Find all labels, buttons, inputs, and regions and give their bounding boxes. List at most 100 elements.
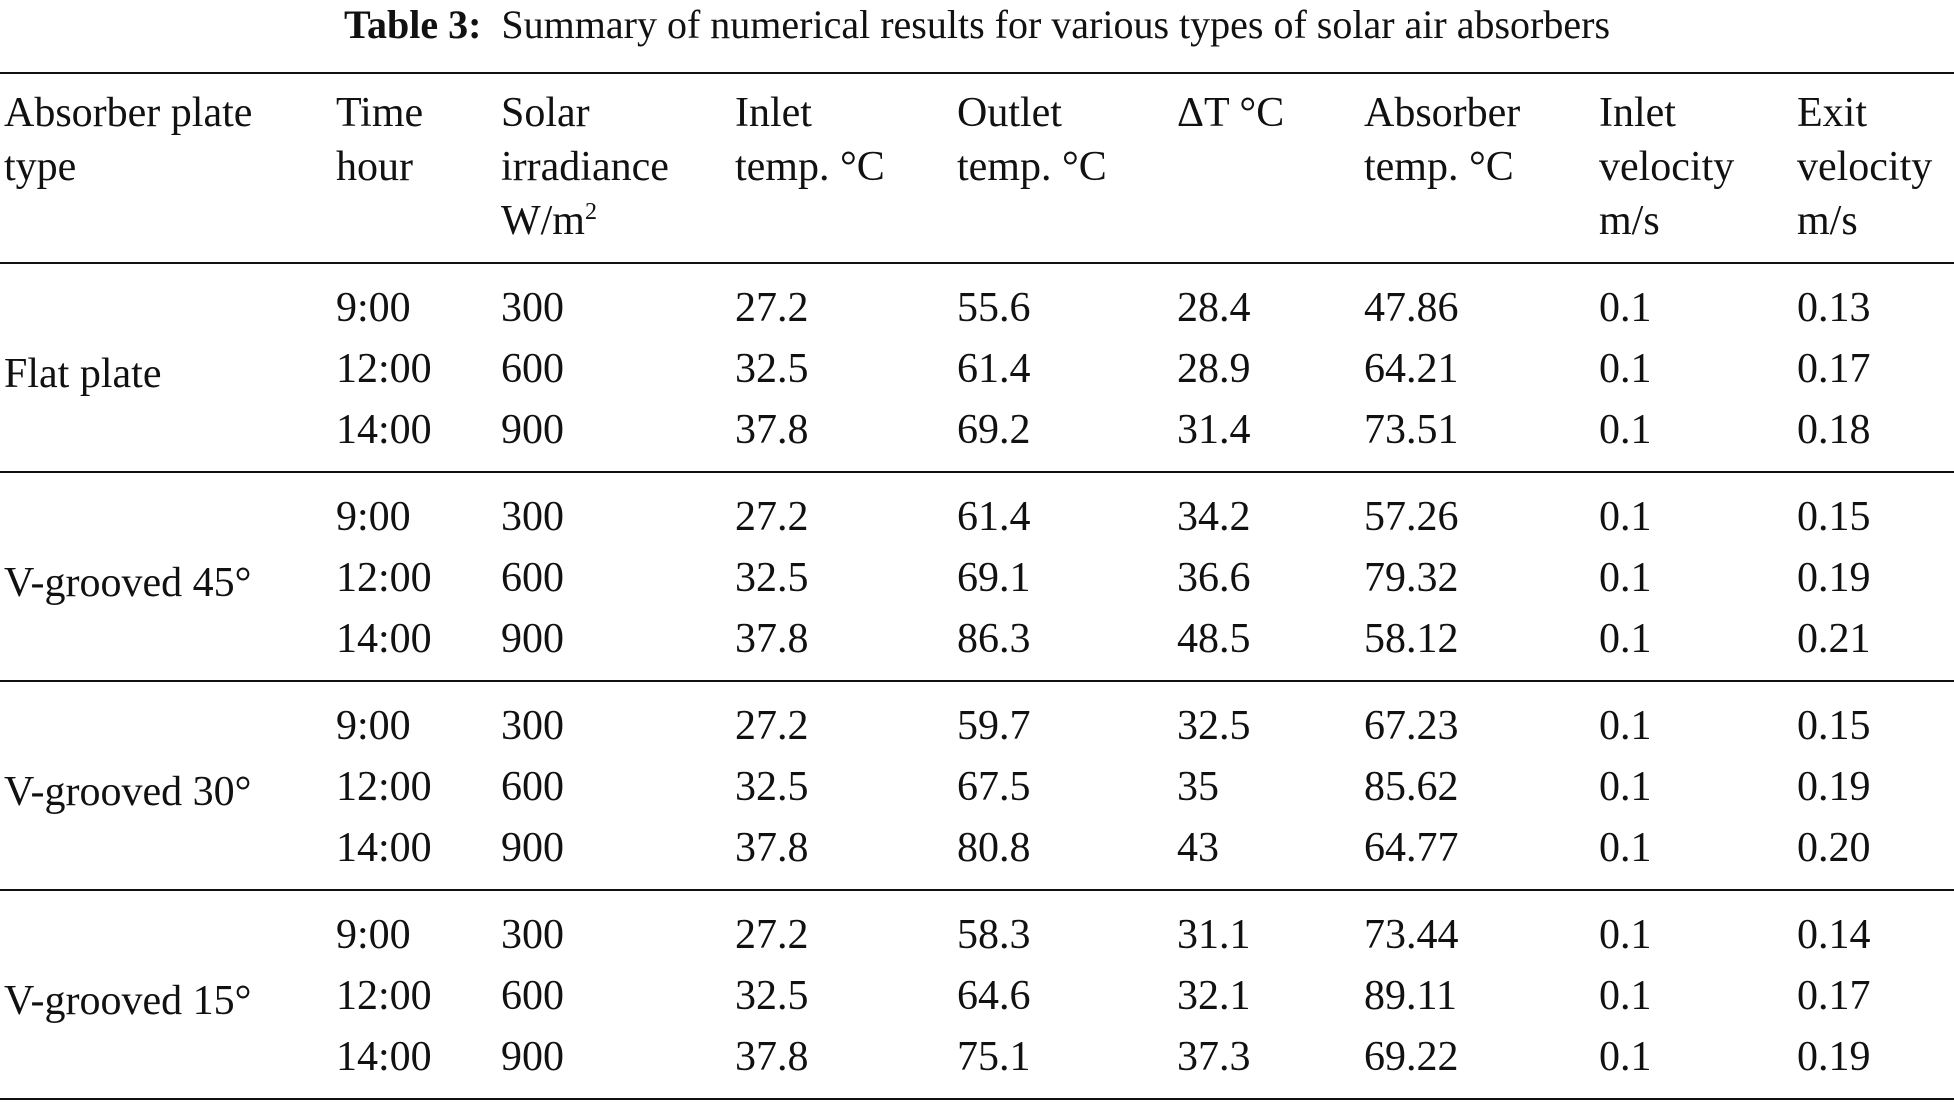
exit-velocity-cell: 0.19 bbox=[1797, 764, 1871, 810]
exit-velocity-cell: 0.18 bbox=[1797, 407, 1871, 453]
header-absorber-type: Absorber plate type bbox=[4, 90, 253, 190]
time-cell: 9:00 bbox=[336, 703, 411, 749]
time-cell: 12:00 bbox=[336, 555, 432, 601]
inlet-velocity-cell: 0.1 bbox=[1599, 616, 1652, 662]
table-row: 14:00 900 37.8 80.8 43 64.77 0.1 0.20 bbox=[0, 818, 1954, 890]
absorber-temp-cell: 85.62 bbox=[1364, 764, 1459, 810]
time-cell: 12:00 bbox=[336, 973, 432, 1019]
absorber-temp-cell: 67.23 bbox=[1364, 703, 1459, 749]
inlet-temp-cell: 32.5 bbox=[735, 346, 809, 392]
inlet-velocity-cell: 0.1 bbox=[1599, 973, 1652, 1019]
inlet-temp-cell: 32.5 bbox=[735, 555, 809, 601]
delta-t-cell: 31.4 bbox=[1177, 407, 1251, 453]
inlet-temp-cell: 37.8 bbox=[735, 407, 809, 453]
caption-text: Summary of numerical results for various… bbox=[501, 2, 1611, 47]
inlet-velocity-cell: 0.1 bbox=[1599, 494, 1652, 540]
table-row: 14:00 900 37.8 86.3 48.5 58.12 0.1 0.21 bbox=[0, 609, 1954, 681]
header-absorber-temp: Absorber temp. °C bbox=[1364, 90, 1521, 190]
time-cell: 12:00 bbox=[336, 346, 432, 392]
time-cell: 14:00 bbox=[336, 1034, 432, 1080]
irradiance-cell: 300 bbox=[501, 285, 564, 331]
header-inlet-temp: Inlet temp. °C bbox=[735, 90, 885, 190]
delta-t-cell: 32.5 bbox=[1177, 703, 1251, 749]
inlet-temp-cell: 27.2 bbox=[735, 494, 809, 540]
time-cell: 9:00 bbox=[336, 494, 411, 540]
header-irradiance: Solar irradiance W/m2 bbox=[501, 90, 669, 244]
inlet-temp-cell: 27.2 bbox=[735, 912, 809, 958]
exit-velocity-cell: 0.15 bbox=[1797, 494, 1871, 540]
header-time: Time hour bbox=[336, 90, 424, 190]
delta-t-cell: 43 bbox=[1177, 825, 1219, 871]
outlet-temp-cell: 58.3 bbox=[957, 912, 1031, 958]
exit-velocity-cell: 0.14 bbox=[1797, 912, 1871, 958]
absorber-temp-cell: 58.12 bbox=[1364, 616, 1459, 662]
absorber-temp-cell: 73.51 bbox=[1364, 407, 1459, 453]
absorber-temp-cell: 69.22 bbox=[1364, 1034, 1459, 1080]
outlet-temp-cell: 59.7 bbox=[957, 703, 1031, 749]
absorber-temp-cell: 64.77 bbox=[1364, 825, 1459, 871]
irradiance-cell: 600 bbox=[501, 764, 564, 810]
outlet-temp-cell: 67.5 bbox=[957, 764, 1031, 810]
absorber-temp-cell: 89.11 bbox=[1364, 973, 1457, 1019]
absorber-type-cell: V-grooved 30° bbox=[4, 769, 252, 815]
table-row: 14:00 900 37.8 69.2 31.4 73.51 0.1 0.18 bbox=[0, 400, 1954, 472]
exit-velocity-cell: 0.15 bbox=[1797, 703, 1871, 749]
outlet-temp-cell: 69.1 bbox=[957, 555, 1031, 601]
table-caption: Table 3: Summary of numerical results fo… bbox=[0, 0, 1954, 50]
inlet-velocity-cell: 0.1 bbox=[1599, 703, 1652, 749]
outlet-temp-cell: 86.3 bbox=[957, 616, 1031, 662]
table-row: 14:00 900 37.8 75.1 37.3 69.22 0.1 0.19 bbox=[0, 1027, 1954, 1099]
time-cell: 9:00 bbox=[336, 912, 411, 958]
results-table: Absorber plate type Time hour Solar irra… bbox=[0, 72, 1954, 1100]
header-delta-t: ΔT °C bbox=[1177, 90, 1285, 136]
delta-t-cell: 28.4 bbox=[1177, 285, 1251, 331]
inlet-temp-cell: 37.8 bbox=[735, 616, 809, 662]
group-v-grooved-45: V-grooved 45° 9:00 300 27.2 61.4 34.2 57… bbox=[0, 472, 1954, 681]
group-flat-plate: Flat plate 9:00 300 27.2 55.6 28.4 47.86… bbox=[0, 263, 1954, 472]
inlet-temp-cell: 27.2 bbox=[735, 285, 809, 331]
inlet-velocity-cell: 0.1 bbox=[1599, 1034, 1652, 1080]
delta-t-cell: 28.9 bbox=[1177, 346, 1251, 392]
group-v-grooved-15: V-grooved 15° 9:00 300 27.2 58.3 31.1 73… bbox=[0, 890, 1954, 1099]
outlet-temp-cell: 75.1 bbox=[957, 1034, 1031, 1080]
inlet-temp-cell: 37.8 bbox=[735, 1034, 809, 1080]
time-cell: 9:00 bbox=[336, 285, 411, 331]
irradiance-cell: 600 bbox=[501, 346, 564, 392]
header-outlet-temp: Outlet temp. °C bbox=[957, 90, 1107, 190]
absorber-temp-cell: 73.44 bbox=[1364, 912, 1459, 958]
irradiance-cell: 300 bbox=[501, 494, 564, 540]
table-row: 12:00 600 32.5 67.5 35 85.62 0.1 0.19 bbox=[0, 757, 1954, 818]
delta-t-cell: 32.1 bbox=[1177, 973, 1251, 1019]
outlet-temp-cell: 64.6 bbox=[957, 973, 1031, 1019]
outlet-temp-cell: 69.2 bbox=[957, 407, 1031, 453]
exit-velocity-cell: 0.21 bbox=[1797, 616, 1871, 662]
absorber-type-cell: V-grooved 45° bbox=[4, 560, 252, 606]
exit-velocity-cell: 0.17 bbox=[1797, 973, 1871, 1019]
inlet-velocity-cell: 0.1 bbox=[1599, 912, 1652, 958]
inlet-velocity-cell: 0.1 bbox=[1599, 555, 1652, 601]
table-row: V-grooved 30° 9:00 300 27.2 59.7 32.5 67… bbox=[0, 681, 1954, 815]
table-row: 12:00 600 32.5 69.1 36.6 79.32 0.1 0.19 bbox=[0, 548, 1954, 609]
header-exit-velocity: Exit velocity m/s bbox=[1797, 90, 1933, 244]
exit-velocity-cell: 0.13 bbox=[1797, 285, 1871, 331]
exit-velocity-cell: 0.19 bbox=[1797, 1034, 1871, 1080]
delta-t-cell: 48.5 bbox=[1177, 616, 1251, 662]
outlet-temp-cell: 55.6 bbox=[957, 285, 1031, 331]
table-row: V-grooved 15° 9:00 300 27.2 58.3 31.1 73… bbox=[0, 890, 1954, 1024]
outlet-temp-cell: 61.4 bbox=[957, 494, 1031, 540]
results-table-wrapper: Absorber plate type Time hour Solar irra… bbox=[0, 72, 1954, 1100]
inlet-velocity-cell: 0.1 bbox=[1599, 825, 1652, 871]
inlet-temp-cell: 32.5 bbox=[735, 764, 809, 810]
time-cell: 12:00 bbox=[336, 764, 432, 810]
delta-t-cell: 34.2 bbox=[1177, 494, 1251, 540]
time-cell: 14:00 bbox=[336, 825, 432, 871]
outlet-temp-cell: 80.8 bbox=[957, 825, 1031, 871]
caption-label: Table 3: bbox=[343, 2, 482, 47]
absorber-temp-cell: 64.21 bbox=[1364, 346, 1459, 392]
table-row: 12:00 600 32.5 64.6 32.1 89.11 0.1 0.17 bbox=[0, 966, 1954, 1027]
irradiance-cell: 900 bbox=[501, 407, 564, 453]
table-row: 12:00 600 32.5 61.4 28.9 64.21 0.1 0.17 bbox=[0, 339, 1954, 400]
irradiance-cell: 900 bbox=[501, 1034, 564, 1080]
delta-t-cell: 31.1 bbox=[1177, 912, 1251, 958]
exit-velocity-cell: 0.17 bbox=[1797, 346, 1871, 392]
